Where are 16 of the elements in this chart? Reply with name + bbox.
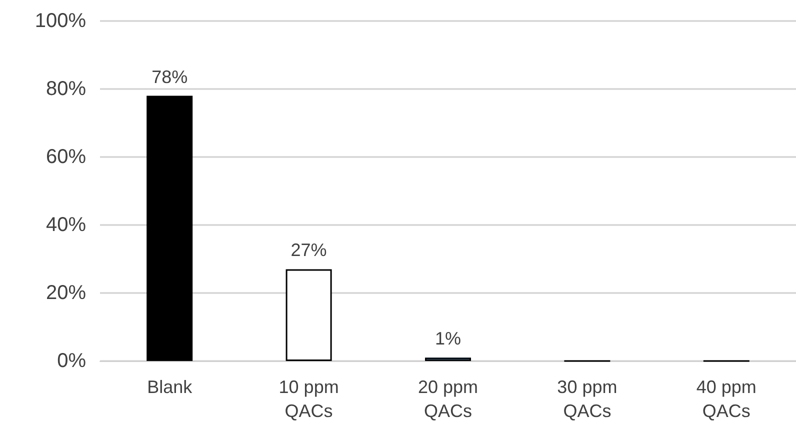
- x-tick-label: 20 ppm QACs: [418, 377, 478, 421]
- y-tick-label: 80%: [46, 78, 86, 100]
- x-tick-label: Blank: [147, 377, 194, 397]
- x-tick-label: 30 ppm QACs: [557, 377, 618, 421]
- data-label: 1%: [434, 328, 462, 349]
- y-tick-label: 20%: [46, 282, 86, 304]
- bar: [286, 269, 332, 361]
- x-tick-label: 10 ppm QACs: [278, 377, 339, 421]
- y-tick-label: 60%: [46, 146, 86, 168]
- y-tick-label: 40%: [46, 214, 86, 236]
- data-label: 78%: [152, 66, 188, 87]
- y-tick-label: 0%: [57, 350, 86, 372]
- x-tick-label: 40 ppm QACs: [696, 377, 756, 421]
- bar: [146, 96, 193, 361]
- data-label: 27%: [290, 240, 327, 260]
- y-tick-label: 100%: [34, 10, 86, 32]
